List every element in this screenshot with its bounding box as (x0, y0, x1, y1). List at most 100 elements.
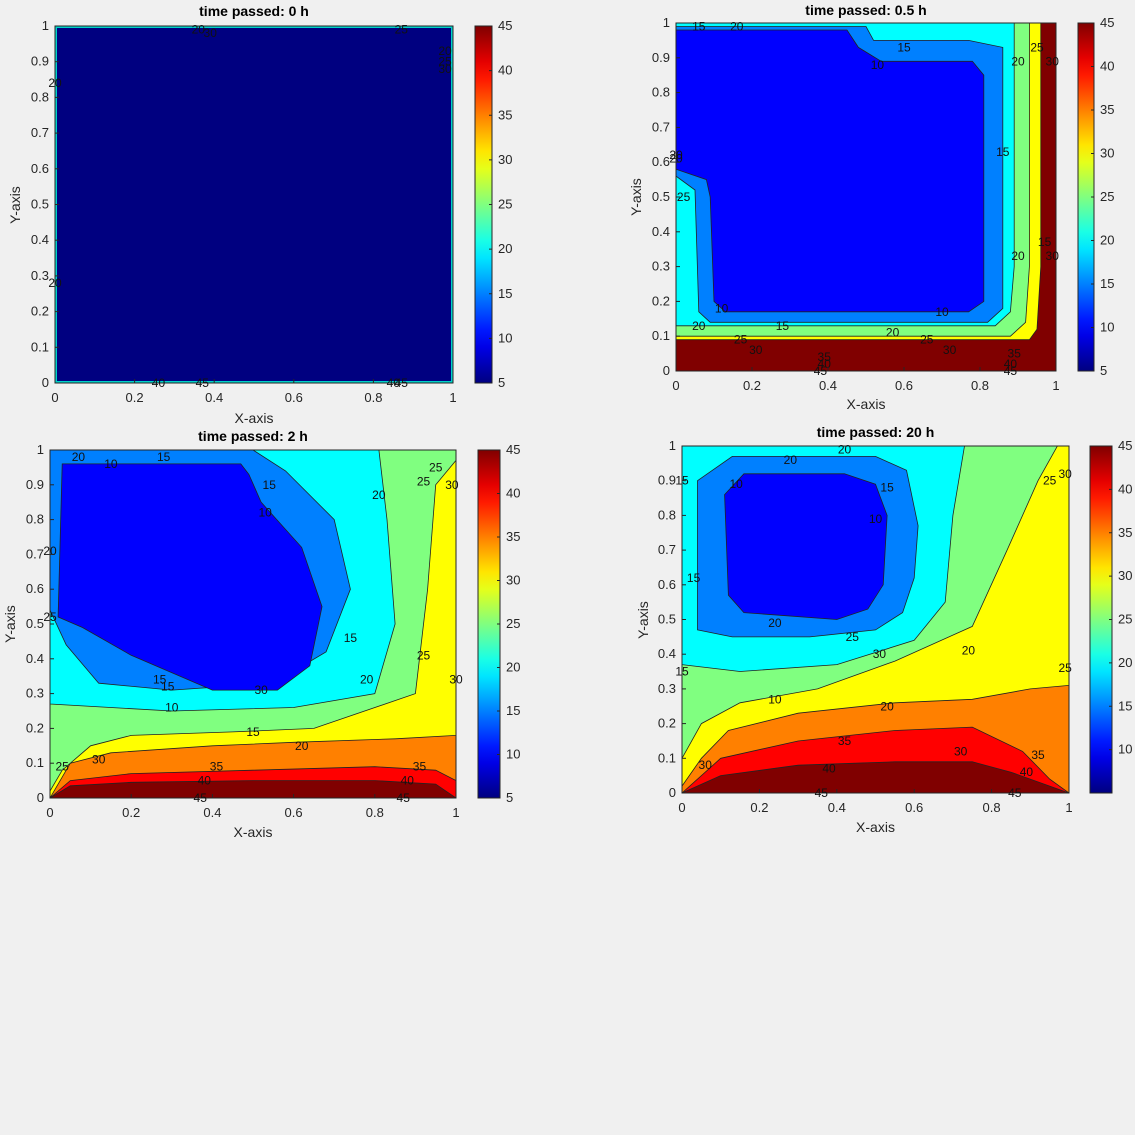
contour-label: 25 (1043, 474, 1057, 488)
chart-title: time passed: 0.5 h (805, 2, 926, 18)
colorbar-tick-label: 25 (506, 616, 520, 631)
contour-label: 20 (669, 148, 683, 162)
x-tick-label: 0.2 (126, 390, 144, 405)
x-tick-label: 0 (678, 800, 685, 815)
colorbar-tick-label: 5 (1100, 363, 1107, 378)
colorbar-tick-label: 20 (1118, 655, 1132, 670)
chart-title: time passed: 0 h (199, 3, 309, 19)
y-tick-label: 0.1 (652, 328, 670, 343)
contour-label: 30 (92, 753, 106, 767)
y-tick-label: 0.8 (26, 512, 44, 527)
colorbar-tick-label: 45 (506, 442, 520, 457)
x-ticks: 0 0.2 0.4 0.6 0.8 1 (672, 367, 1060, 393)
colorbar-tick-label: 40 (498, 63, 512, 78)
y-tick-label: 0.9 (652, 50, 670, 65)
contour-label: 25 (677, 190, 691, 204)
x-tick-label: 1 (452, 805, 459, 820)
contour-label: 20 (880, 699, 894, 713)
contour-label: 20 (784, 453, 798, 467)
contour-label: 35 (210, 760, 224, 774)
contour-label: 15 (692, 19, 706, 33)
contour-label: 30 (438, 62, 452, 76)
x-tick-label: 0.2 (750, 800, 768, 815)
x-tick-label: 0 (46, 805, 53, 820)
contour-label: 25 (1058, 661, 1072, 675)
colorbar-tick-label: 25 (1100, 189, 1114, 204)
contour-label: 10 (259, 506, 273, 520)
filled-contours (676, 23, 1042, 341)
colorbar-tick-label: 40 (506, 486, 520, 501)
y-tick-label: 0.6 (652, 154, 670, 169)
colorbar-tick-label: 5 (506, 790, 513, 805)
contour-level-10 (724, 473, 888, 620)
colorbar-tick-label: 20 (1100, 233, 1114, 248)
colorbar-tick-label: 35 (506, 529, 520, 544)
y-tick-label: 0.6 (658, 577, 676, 592)
y-tick-label: 0.7 (652, 119, 670, 134)
colorbar-tick-label: 35 (1100, 102, 1114, 117)
contour-label: 20 (438, 44, 452, 58)
y-tick-label: 0 (37, 790, 44, 805)
y-tick-label: 0.5 (31, 197, 49, 212)
contour-label: 25 (417, 474, 431, 488)
filled-contours (682, 446, 1069, 793)
colorbar-tick-label: 30 (1118, 568, 1132, 583)
y-tick-label: 0.2 (26, 720, 44, 735)
colorbar: 5 10 15 20 25 30 35 40 45 (1077, 15, 1114, 378)
contour-label: 15 (344, 631, 358, 645)
contour-label: 15 (675, 665, 689, 679)
colorbar-tick-label: 40 (1118, 481, 1132, 496)
contour-label: 10 (715, 301, 729, 315)
contour-label: 25 (438, 55, 452, 69)
x-tick-label: 0.8 (364, 390, 382, 405)
contour-label: 40 (387, 376, 401, 390)
colorbar-tick-label: 30 (506, 573, 520, 588)
colorbar-tick-label: 45 (1118, 438, 1132, 453)
y-tick-label: 0.5 (652, 189, 670, 204)
y-tick-label: 0 (42, 375, 49, 390)
contour-label: 35 (1008, 347, 1022, 361)
y-tick-label: 1 (669, 438, 676, 453)
x-ticks: 0 0.2 0.4 0.6 0.8 1 (678, 789, 1073, 815)
contour-label: 25 (429, 460, 443, 474)
contour-label: 30 (1058, 467, 1072, 481)
colorbar-tick-label: 45 (1100, 15, 1114, 30)
contour-label: 20 (360, 673, 374, 687)
contour-label: 45 (196, 376, 210, 390)
x-tick-label: 0.4 (828, 800, 846, 815)
contour-label: 30 (1046, 249, 1060, 263)
y-tick-label: 0.3 (652, 259, 670, 274)
colorbar-gradient (1089, 445, 1113, 794)
contour-label: 10 (730, 477, 744, 491)
colorbar-tick-label: 15 (498, 286, 512, 301)
contour-label: 25 (1030, 40, 1044, 54)
y-tick-label: 0 (663, 363, 670, 378)
contour-label: 15 (263, 478, 277, 492)
y-tick-label: 0.6 (31, 161, 49, 176)
y-tick-label: 0.7 (31, 125, 49, 140)
y-tick-label: 0 (669, 785, 676, 800)
y-tick-label: 0.4 (26, 651, 44, 666)
x-axis-label: X-axis (235, 410, 274, 426)
plot-background (55, 26, 453, 383)
y-tick-label: 0.6 (26, 581, 44, 596)
y-tick-label: 0.4 (658, 646, 676, 661)
contour-label: 15 (687, 571, 701, 585)
contour-label: 45 (397, 791, 411, 805)
y-ticks: 0 0.1 0.2 0.3 0.4 0.5 0.6 0.7 0.8 0.9 1 (26, 442, 54, 805)
contour-label: 20 (692, 319, 706, 333)
y-axis-label: Y-axis (7, 186, 23, 224)
contour-label: 40 (822, 762, 836, 776)
x-tick-label: 0.8 (971, 378, 989, 393)
y-tick-label: 1 (663, 15, 670, 30)
contour-label: 15 (880, 481, 894, 495)
contour-label: 45 (814, 364, 828, 378)
y-tick-label: 1 (37, 442, 44, 457)
contour-label: 30 (204, 26, 218, 40)
colorbar-tick-label: 15 (506, 703, 520, 718)
contour-label: 20 (1011, 249, 1025, 263)
colorbar-gradient (477, 449, 501, 799)
